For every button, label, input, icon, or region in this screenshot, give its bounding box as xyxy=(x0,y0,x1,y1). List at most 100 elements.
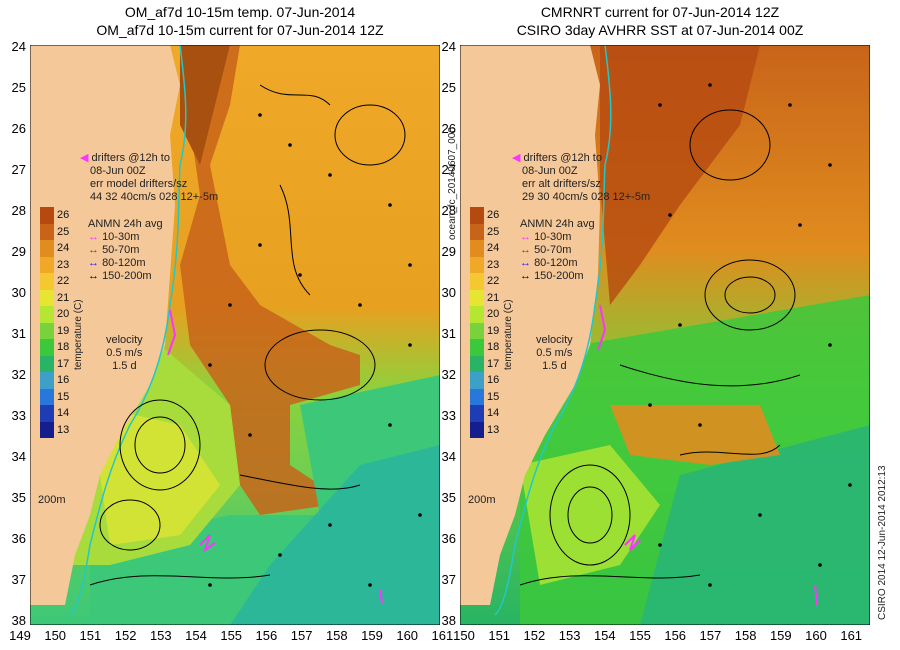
latitude-tick-label: 33 xyxy=(441,408,456,423)
latitude-tick-label: 32 xyxy=(11,367,26,382)
anmn-legend-label: 150-200m xyxy=(102,270,152,282)
longitude-tick-label: 151 xyxy=(488,628,511,643)
colorbar-swatch xyxy=(40,388,54,405)
latitude-tick-label: 38 xyxy=(11,613,26,628)
double-arrow-icon: ↔ xyxy=(88,244,103,256)
colorbar-swatch xyxy=(40,405,54,422)
latitude-tick-label: 37 xyxy=(11,572,26,587)
colorbar-tick-label: 15 xyxy=(487,390,500,403)
colorbar-swatch xyxy=(470,240,484,257)
longitude-tick-label: 149 xyxy=(9,628,31,643)
latitude-tick-label: 36 xyxy=(441,531,456,546)
right-err-line: err alt drifters/sz xyxy=(522,178,601,190)
left-map-svg xyxy=(30,45,440,625)
colorbar-swatch xyxy=(470,322,484,339)
right-velocity-label: velocity xyxy=(536,334,573,346)
double-arrow-icon: ↔ xyxy=(88,270,103,282)
latitude-tick-label: 27 xyxy=(441,162,456,177)
longitude-tick-label: 161 xyxy=(431,628,454,643)
latitude-tick-label: 34 xyxy=(11,449,26,464)
longitude-tick-label: 158 xyxy=(325,628,348,643)
anmn-legend-label: 80-120m xyxy=(534,257,578,269)
left-map-panel xyxy=(30,45,440,625)
anmn-legend-label: 50-70m xyxy=(102,244,140,256)
colorbar-tick-label: 19 xyxy=(57,324,70,337)
latitude-tick-label: 37 xyxy=(441,572,456,587)
double-arrow-icon: ↔ xyxy=(520,244,535,256)
colorbar-tick-label: 20 xyxy=(487,308,500,321)
anmn-legend-item: ↔ 150-200m xyxy=(520,270,595,283)
colorbar-swatch xyxy=(40,207,54,224)
latitude-tick-label: 24 xyxy=(441,39,456,54)
right-drifters-date: 08-Jun 00Z xyxy=(522,165,578,177)
right-anmn-title: ANMN 24h avg xyxy=(520,218,595,230)
anmn-legend-label: 80-120m xyxy=(102,257,146,269)
colorbar-tick-label: 26 xyxy=(57,209,70,222)
anmn-legend-item: ↔ 80-120m xyxy=(520,257,595,270)
longitude-tick-label: 156 xyxy=(255,628,278,643)
latitude-tick-label: 25 xyxy=(441,80,456,95)
latitude-tick-label: 27 xyxy=(11,162,26,177)
anmn-legend-item: ↔ 10-30m xyxy=(520,231,595,244)
left-err-values: 44 32 40cm/s 028 12+-5m xyxy=(90,191,219,203)
colorbar-swatch xyxy=(470,207,484,224)
right-contour-label: 200m xyxy=(468,494,496,506)
colorbar-tick-label: 25 xyxy=(487,225,500,238)
longitude-tick-label: 153 xyxy=(149,628,172,643)
colorbar-tick-label: 13 xyxy=(57,423,70,436)
left-velocity-arrows xyxy=(208,113,422,587)
anmn-legend-label: 10-30m xyxy=(534,231,572,243)
credit-text: CSIRO 2014 12-Jun-2014 2012:13 xyxy=(877,465,888,620)
colorbar-tick-label: 17 xyxy=(487,357,500,370)
latitude-tick-label: 31 xyxy=(11,326,26,341)
colorbar-tick-label: 19 xyxy=(487,324,500,337)
left-anmn-legend: ANMN 24h avg ↔ 10-30m ↔ 50-70m ↔ 80-120m ↔ … xyxy=(88,218,163,283)
latitude-tick-label: 30 xyxy=(441,285,456,300)
right-colorbar-label: temperature (C) xyxy=(503,299,514,370)
right-map-svg xyxy=(460,45,870,625)
left-map-title: OM_af7d 10-15m temp. 07-Jun-2014 OM_af7d… xyxy=(40,3,440,43)
colorbar-tick-label: 26 xyxy=(487,209,500,222)
latitude-tick-label: 35 xyxy=(11,490,26,505)
latitude-tick-label: 26 xyxy=(11,121,26,136)
right-err-values: 29 30 40cm/s 028 12+-5m xyxy=(522,191,651,203)
left-200m-contour xyxy=(69,45,187,616)
colorbar-swatch xyxy=(470,339,484,356)
left-err-line: err model drifters/sz xyxy=(90,178,188,190)
colorbar-tick-label: 22 xyxy=(57,275,70,288)
colorbar-swatch xyxy=(40,289,54,306)
colorbar-swatch xyxy=(470,306,484,323)
latitude-tick-label: 26 xyxy=(441,121,456,136)
left-drifters-info: ◀ drifters @12h to 08-Jun 00Z err model … xyxy=(80,152,219,203)
colorbar-tick-label: 24 xyxy=(57,242,70,255)
latitude-tick-label: 25 xyxy=(11,80,26,95)
longitude-tick-label: 160 xyxy=(396,628,419,643)
latitude-tick-label: 28 xyxy=(11,203,26,218)
double-arrow-icon: ↔ xyxy=(520,231,535,243)
colorbar-tick-label: 25 xyxy=(57,225,70,238)
longitude-tick-label: 153 xyxy=(558,628,581,643)
right-drifters-label: drifters @12h to xyxy=(523,152,602,164)
colorbar-tick-label: 21 xyxy=(487,291,500,304)
longitude-tick-label: 154 xyxy=(185,628,207,643)
left-temperature-colorbar: 26 25 24 23 22 21 20 19 18 17 16 15 14 13 xyxy=(40,207,69,438)
colorbar-swatch xyxy=(40,223,54,240)
colorbar-swatch xyxy=(470,372,484,389)
latitude-tick-label: 33 xyxy=(11,408,26,423)
left-longitude-axis: 149 150 151 152 153 154 155 156 157 158 159 160 161 xyxy=(0,628,453,648)
latitude-tick-label: 31 xyxy=(441,326,456,341)
double-arrow-icon: ↔ xyxy=(88,257,103,269)
right-title-line1: CMRNRT current for 07-Jun-2014 12Z xyxy=(540,4,780,20)
anmn-legend-label: 150-200m xyxy=(534,270,584,282)
longitude-tick-label: 155 xyxy=(629,628,651,643)
latitude-tick-label: 30 xyxy=(11,285,26,300)
right-map-panel xyxy=(460,45,870,625)
right-longitude-axis: 150 151 152 153 154 155 156 157 158 159 160 161 xyxy=(450,628,900,648)
right-velocity-arrows xyxy=(648,83,852,587)
longitude-tick-label: 150 xyxy=(44,628,67,643)
longitude-tick-label: 161 xyxy=(840,628,863,643)
latitude-tick-label: 34 xyxy=(441,449,456,464)
left-velocity-scale: velocity 0.5 m/s 1.5 d xyxy=(106,334,143,373)
colorbar-tick-label: 20 xyxy=(57,308,70,321)
longitude-tick-label: 159 xyxy=(361,628,383,643)
